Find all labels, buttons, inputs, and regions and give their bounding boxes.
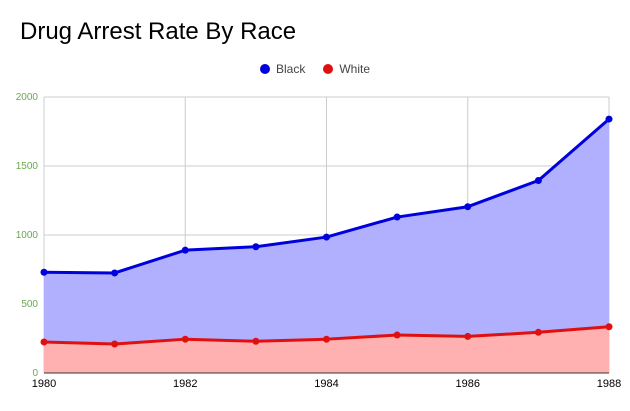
legend-swatch-black	[259, 64, 270, 74]
data-point-white	[40, 338, 48, 346]
legend-swatch-white	[323, 64, 334, 74]
x-tick-label: 1980	[32, 378, 56, 390]
data-point-white	[181, 335, 189, 343]
y-tick-label: 1500	[16, 161, 39, 172]
data-point-black	[393, 213, 401, 221]
y-tick-label: 2000	[16, 92, 39, 103]
y-tick-label: 0	[32, 368, 38, 379]
legend-item-black: Black	[259, 62, 306, 76]
data-point-black	[534, 176, 542, 184]
legend-label-black: Black	[275, 62, 306, 76]
legend-item-white: White	[323, 62, 370, 76]
x-tick-label: 1984	[314, 378, 338, 390]
data-point-black	[40, 268, 48, 276]
chart-title: Drug Arrest Rate By Race	[20, 18, 297, 45]
data-point-black	[181, 246, 189, 254]
data-point-black	[252, 243, 260, 251]
data-point-white	[534, 328, 542, 336]
data-point-black	[111, 269, 119, 277]
data-point-white	[252, 337, 260, 345]
data-point-white	[323, 335, 330, 343]
data-point-white	[464, 332, 472, 340]
data-point-white	[605, 323, 613, 331]
data-point-black	[464, 203, 472, 211]
legend-label-white: White	[339, 62, 371, 76]
data-point-white	[111, 340, 119, 348]
area-black	[44, 119, 609, 373]
data-point-black	[605, 115, 613, 123]
y-tick-label: 1000	[16, 230, 39, 241]
data-point-black	[323, 233, 330, 241]
x-tick-label: 1982	[173, 378, 197, 390]
data-point-white	[393, 331, 401, 339]
chart-legend: Black White	[0, 62, 630, 76]
y-tick-label: 500	[21, 299, 38, 310]
x-tick-label: 1986	[456, 378, 480, 390]
x-tick-label: 1988	[597, 378, 621, 390]
